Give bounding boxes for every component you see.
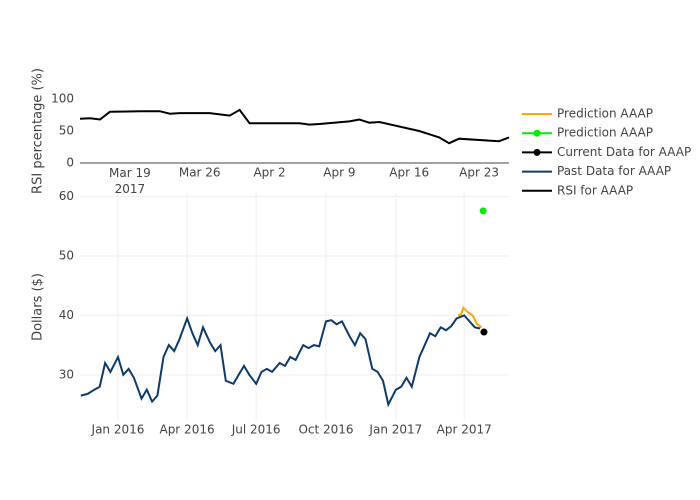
y-tick-label: 100 [51, 92, 74, 106]
legend-label: RSI for AAAP [557, 183, 633, 197]
x-tick-label: Apr 9 [323, 166, 355, 180]
y-tick-label: 30 [59, 367, 74, 381]
x-tick-label: Apr 2 [253, 166, 285, 180]
legend-label: Prediction AAAP [557, 126, 653, 140]
y-tick-label: 40 [59, 308, 74, 322]
x-tick-label: Apr 2016 [159, 423, 214, 437]
data-point [480, 328, 488, 336]
legend-label: Prediction AAAP [557, 107, 653, 121]
legend-marker [533, 148, 541, 156]
y-tick-label: 60 [59, 189, 74, 203]
x-tick-label: Mar 19 2017 [109, 166, 151, 196]
series-line [457, 305, 483, 329]
x-tick-label: Oct 2016 [298, 423, 353, 437]
x-tick-label: Jul 2016 [231, 423, 281, 437]
x-tick-label: Apr 2017 [437, 423, 492, 437]
data-point [479, 207, 487, 215]
legend-label: Past Data for AAAP [557, 164, 671, 178]
x-tick-label: Jan 2017 [368, 423, 422, 437]
y-tick-label: 50 [59, 124, 74, 138]
series-line [80, 314, 481, 408]
x-tick-label: Apr 23 [459, 166, 499, 180]
series-line [79, 108, 510, 145]
x-tick-label: Mar 26 [179, 166, 221, 180]
x-tick-label: Apr 16 [389, 166, 429, 180]
y-tick-label: 0 [66, 156, 74, 170]
y-tick-label: 50 [59, 248, 74, 262]
y-axis-title: RSI percentage (%) [31, 68, 46, 194]
y-axis-title: Dollars ($) [31, 273, 46, 341]
legend-label: Current Data for AAAP [557, 145, 691, 159]
legend-marker [533, 129, 541, 137]
x-tick-label: Jan 2016 [91, 423, 145, 437]
